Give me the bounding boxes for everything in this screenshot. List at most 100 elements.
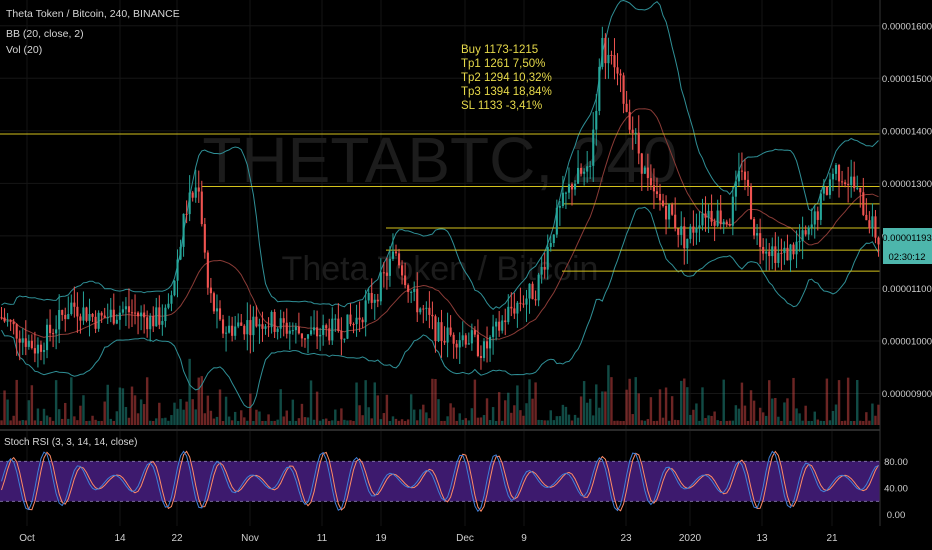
candles	[0, 26, 880, 370]
volume-bar	[170, 415, 173, 425]
candle-body	[595, 110, 598, 130]
candle-body	[161, 321, 164, 325]
price-tick-label: 0.00001000	[882, 336, 932, 347]
candle-body	[316, 327, 319, 337]
candle-body	[133, 312, 137, 314]
candle-body	[819, 193, 822, 220]
volume-bar	[704, 418, 707, 425]
volume-bar	[309, 380, 313, 425]
bb-lower-band	[1, 206, 879, 409]
volume-bar	[397, 420, 401, 425]
candle-body	[437, 322, 440, 342]
volume-bar	[649, 397, 653, 425]
symbol-title[interactable]: Theta Token / Bitcoin, 240, BINANCE	[6, 8, 180, 20]
watermark-name: Theta Token / Bitcoin	[282, 250, 599, 288]
candle-body	[146, 317, 149, 330]
candle-body	[36, 344, 39, 354]
candle-body	[215, 308, 219, 312]
candle-body	[21, 338, 24, 343]
candle-body	[786, 247, 789, 261]
volume-bar	[42, 408, 46, 425]
volume-bar	[470, 408, 474, 425]
volume-bar	[840, 420, 844, 425]
volume-bar	[419, 409, 422, 425]
candle-body	[604, 37, 607, 64]
volume-bar	[431, 378, 434, 425]
candle-body	[206, 252, 209, 288]
bb-legend[interactable]: BB (20, close, 2)	[6, 28, 84, 40]
volume-bar	[394, 418, 398, 425]
candle-body	[710, 210, 713, 222]
volume-bar	[164, 417, 167, 425]
volume-bar	[124, 406, 128, 425]
candle-body	[725, 221, 728, 225]
volume-bar	[816, 419, 820, 425]
candle-body	[82, 307, 85, 321]
volume-bar	[361, 415, 364, 425]
time-tick-label: 23	[620, 533, 632, 544]
volume-bar	[655, 420, 659, 425]
volume-bar	[807, 420, 810, 425]
volume-bar	[3, 390, 6, 425]
volume-bar	[428, 418, 431, 425]
stoch-legend[interactable]: Stoch RSI (3, 3, 14, 14, close)	[4, 437, 137, 448]
price-axis[interactable]: 0.00001600 0.00001500 0.00001400 0.00001300…	[879, 0, 932, 550]
candle-body	[598, 66, 601, 111]
horizontal-levels[interactable]	[0, 133, 880, 272]
stoch-k-line	[1, 450, 879, 513]
volume-bar	[546, 420, 549, 425]
volume-bar	[507, 392, 510, 425]
volume-bar	[258, 411, 261, 425]
candle-body	[683, 226, 686, 249]
candle-body	[121, 309, 124, 313]
volume-bar	[446, 416, 449, 425]
volume-bar	[464, 418, 468, 425]
volume-bar	[343, 419, 346, 425]
volume-bar	[494, 420, 498, 425]
candle-body	[737, 170, 740, 182]
volume-bars	[0, 358, 880, 425]
volume-bar	[51, 420, 55, 425]
candle-body	[52, 333, 55, 335]
candle-body	[428, 307, 431, 315]
stoch-axis[interactable]: 80.00 40.00 0.00	[884, 457, 908, 521]
volume-bar	[279, 389, 282, 425]
candle-body	[237, 322, 240, 327]
volume-bar	[777, 416, 780, 425]
volume-bar	[294, 420, 298, 425]
candle-body	[473, 330, 476, 335]
volume-bar	[874, 415, 877, 425]
candle-body	[759, 233, 762, 247]
volume-bar	[191, 399, 194, 425]
volume-bar	[133, 395, 137, 425]
candle-body	[300, 333, 303, 339]
candle-body	[658, 193, 662, 201]
time-axis[interactable]: Oct 14 22 Nov 11 19 Dec 9 23 2020 13 21	[0, 526, 932, 550]
volume-bar	[643, 420, 647, 425]
volume-bar	[652, 420, 656, 425]
volume-bar	[176, 408, 179, 425]
candle-body	[197, 187, 200, 192]
candle-body	[164, 307, 167, 322]
volume-bar	[261, 420, 264, 425]
candle-body	[728, 224, 731, 226]
candle-body	[534, 299, 537, 301]
candle-body	[798, 241, 801, 243]
stoch-tick-label: 80.00	[884, 457, 908, 468]
candle-body	[558, 206, 561, 208]
volume-bar	[182, 409, 185, 425]
candle-body	[844, 182, 847, 185]
candle-body	[325, 325, 328, 329]
volume-bar	[33, 420, 37, 425]
volume-bar	[725, 420, 728, 425]
candle-body	[801, 230, 804, 242]
time-tick-label: Dec	[456, 533, 474, 544]
volume-bar	[528, 379, 531, 425]
volume-bar	[318, 420, 322, 425]
candle-body	[185, 213, 188, 215]
candle-body	[495, 321, 498, 327]
vol-legend[interactable]: Vol (20)	[6, 44, 42, 56]
candle-body	[756, 233, 759, 236]
candle-body	[771, 246, 774, 257]
